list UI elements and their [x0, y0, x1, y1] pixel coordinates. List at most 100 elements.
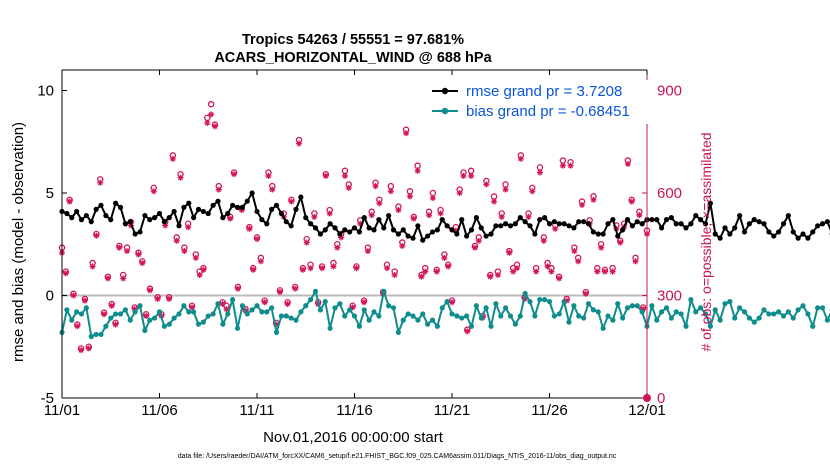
rmse-point	[498, 223, 504, 229]
bias-point	[566, 319, 572, 325]
x-axis-label: Nov.01,2016 00:00:00 start	[263, 429, 444, 446]
obs-assimilated-marker	[292, 285, 299, 292]
obs-assimilated-marker	[487, 273, 494, 280]
rmse-point	[478, 225, 484, 231]
obs-assimilated-marker	[150, 188, 157, 195]
bias-point	[732, 315, 738, 321]
obs-assimilated-stroke	[139, 260, 145, 266]
bias-point	[615, 301, 621, 307]
rmse-point	[405, 233, 411, 239]
bias-point	[776, 309, 782, 315]
obs-assimilated-stroke	[541, 238, 547, 244]
bias-point	[581, 315, 587, 321]
bias-point	[590, 307, 596, 313]
obs-assimilated-stroke	[208, 111, 214, 117]
rmse-point	[605, 221, 611, 227]
obs-assimilated-stroke	[491, 199, 497, 205]
obs-assimilated-marker	[594, 268, 601, 275]
obs-assimilated-stroke	[407, 193, 413, 199]
obs-assimilated-marker	[334, 244, 341, 251]
bias-point	[142, 327, 148, 333]
bias-point	[546, 299, 553, 305]
bias-point	[673, 309, 679, 315]
obs-assimilated-stroke	[200, 267, 206, 273]
bias-point	[273, 329, 280, 335]
rmse-point	[205, 210, 211, 217]
obs-assimilated-marker	[326, 210, 333, 217]
obs-assimilated-marker	[387, 188, 394, 195]
rmse-point	[771, 233, 777, 239]
obs-assimilated-marker	[429, 195, 436, 202]
obs-assimilated-stroke	[518, 156, 524, 162]
obs-assimilated-marker	[257, 258, 264, 265]
obs-assimilated-marker	[617, 239, 624, 246]
rmse-point	[585, 221, 592, 227]
bias-point	[420, 311, 426, 317]
obs-assimilated-stroke	[598, 245, 604, 251]
bias-point	[815, 305, 821, 311]
obs-assimilated-marker	[353, 265, 360, 272]
obs-assimilated-marker	[628, 198, 635, 205]
rmse-point	[693, 212, 699, 219]
rmse-point	[342, 227, 348, 233]
obs-assimilated-stroke	[174, 238, 180, 244]
bias-point	[308, 297, 314, 303]
rmse-point	[288, 223, 294, 229]
obs-assimilated-stroke	[323, 173, 329, 179]
obs-assimilated-stroke	[311, 214, 317, 220]
obs-assimilated-marker	[311, 213, 318, 220]
obs-assimilated-marker	[104, 275, 111, 282]
rmse-point	[161, 219, 167, 225]
rmse-point	[590, 229, 596, 235]
obs-assimilated-marker	[254, 236, 260, 243]
legend-bias-label: bias grand pr = -0.68451	[466, 103, 630, 120]
obs-assimilated-marker	[196, 272, 203, 278]
obs-assimilated-stroke	[556, 275, 562, 281]
rmse-point	[493, 223, 499, 229]
rmse-point	[88, 219, 94, 225]
rmse-point	[581, 219, 587, 225]
obs-assimilated-stroke	[155, 296, 161, 302]
obs-assimilated-marker	[483, 181, 490, 188]
obs-assimilated-stroke	[510, 269, 516, 275]
rmse-point	[527, 223, 533, 229]
rmse-point	[166, 215, 172, 221]
rmse-point	[152, 215, 158, 221]
y-tick-label: 10	[37, 83, 54, 100]
rmse-point	[220, 215, 226, 221]
y2-tick-label: 300	[657, 288, 682, 305]
obs-assimilated-stroke	[529, 188, 535, 194]
obs-assimilated-marker	[364, 248, 371, 255]
obs-assimilated-stroke	[246, 226, 252, 232]
rmse-point	[824, 219, 830, 225]
obs-assimilated-stroke	[170, 156, 176, 162]
obs-assimilated-stroke	[277, 289, 283, 295]
obs-assimilated-marker	[93, 232, 100, 239]
obs-assimilated-stroke	[552, 226, 558, 232]
bias-point	[69, 317, 75, 323]
rmse-point	[483, 233, 489, 239]
rmse-point	[298, 194, 304, 200]
bias-point	[278, 313, 284, 319]
obs-assimilated-stroke	[472, 245, 478, 251]
bias-point	[322, 299, 328, 305]
bias-point	[517, 313, 523, 319]
bias-point	[371, 309, 377, 315]
rmse-point	[191, 215, 197, 221]
rmse-point	[103, 212, 109, 219]
obs-assimilated-marker	[74, 323, 81, 330]
obs-assimilated-stroke	[495, 272, 501, 278]
rmse-point	[283, 219, 289, 225]
rmse-point	[181, 204, 187, 210]
obs-assimilated-marker	[445, 263, 452, 270]
bias-point	[122, 307, 128, 313]
rmse-point	[615, 233, 621, 239]
bias-point	[108, 315, 114, 321]
obs-assimilated-marker	[556, 275, 563, 282]
obs-assimilated-marker	[559, 162, 566, 169]
rmse-point	[473, 215, 479, 221]
obs-assimilated-marker	[139, 260, 146, 267]
rmse-point	[576, 219, 582, 225]
rmse-point	[317, 231, 323, 237]
bias-point	[103, 323, 109, 329]
